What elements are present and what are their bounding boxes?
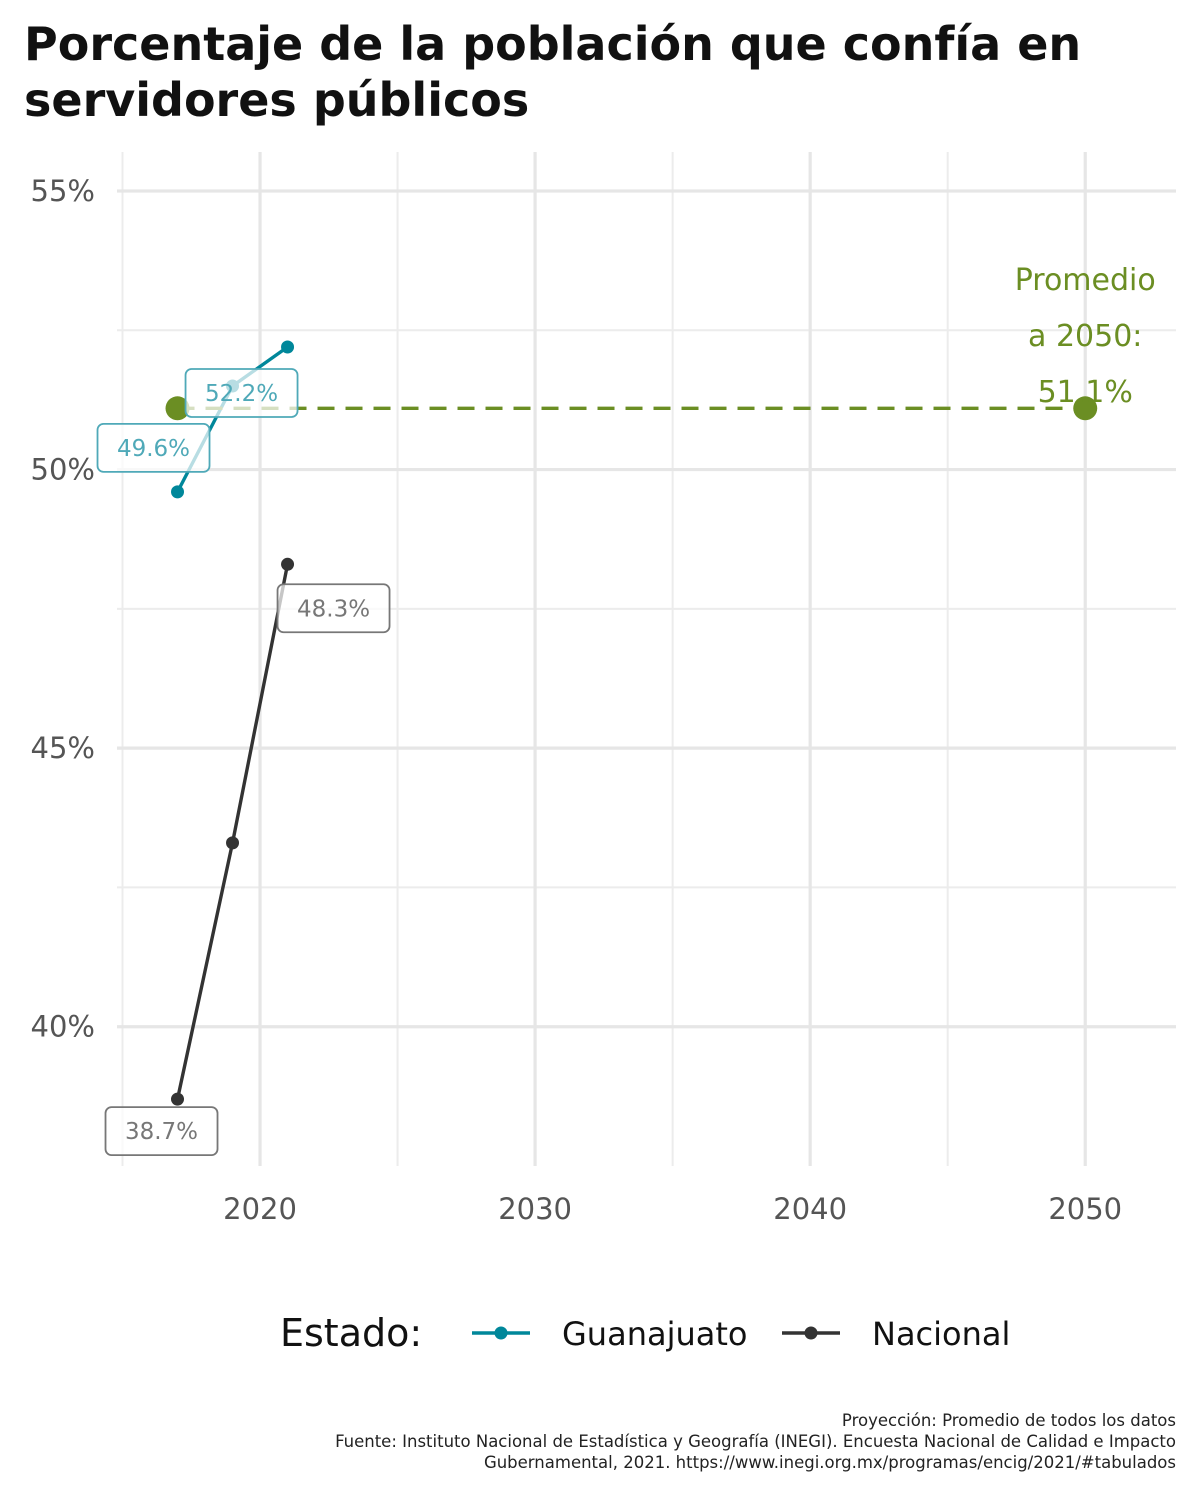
projection-annotation: 51.1% [1038,375,1133,410]
x-tick-label: 2050 [1048,1192,1122,1226]
data-label-box [276,583,391,634]
legend-label: Nacional [872,1315,1010,1353]
y-axis-ticks: 40% 45% 50% 55% [31,174,95,1044]
y-tick-label: 45% [31,731,95,765]
grid-major [117,152,1176,1166]
data-label: 52.2% [205,381,278,407]
caption: Proyección: Promedio de todos los datos … [176,1410,1176,1473]
caption-line: Gubernamental, 2021. https://www.inegi.o… [483,1453,1176,1472]
data-label: 48.3% [297,596,370,622]
y-tick-label: 50% [31,453,95,487]
x-tick-label: 2020 [223,1192,297,1226]
chart-plot: 40% 45% 50% 55% 2020 2030 2040 2050 49.6% 52.2%… [31,152,1176,1355]
series-line-nacional [175,563,290,1100]
annotation-layer: Promedio a 2050: 51.1% [1015,263,1156,410]
y-tick-label: 55% [31,174,95,208]
legend-key-point [804,1326,818,1340]
series-point-guanajuato [281,340,295,354]
x-axis-ticks: 2020 2030 2040 2050 [223,1192,1122,1226]
x-tick-label: 2030 [498,1192,572,1226]
data-label-box [184,368,299,418]
series-point-nacional [226,836,240,850]
legend-title: Estado: [280,1311,422,1355]
caption-line: Proyección: Promedio de todos los datos [841,1411,1176,1430]
legend-label: Guanajuato [562,1315,747,1353]
data-label: 38.7% [125,1119,198,1145]
data-label-box [104,1106,219,1157]
series-point-guanajuato [171,485,185,499]
series-point-nacional [171,1092,185,1106]
projection-point [1073,396,1098,421]
data-label: 49.6% [117,436,190,462]
projection-annotation: a 2050: [1028,319,1142,354]
x-tick-label: 2040 [773,1192,847,1226]
projection-layer [165,396,1098,421]
grid-minor [117,152,1176,1166]
caption-line: Fuente: Instituto Nacional de Estadístic… [335,1432,1176,1451]
data-label-box [96,422,211,473]
chart-title: Porcentaje de la población que confía en… [24,17,1082,127]
data-labels-layer: 49.6% 52.2% 38.7% 48.3% [96,368,391,1157]
y-tick-label: 40% [31,1010,95,1044]
projection-annotation: Promedio [1015,263,1156,298]
projection-point [165,396,190,421]
series-point-nacional [281,557,295,571]
legend: Estado: Guanajuato Nacional [280,1311,1010,1355]
legend-key-point [494,1326,508,1340]
